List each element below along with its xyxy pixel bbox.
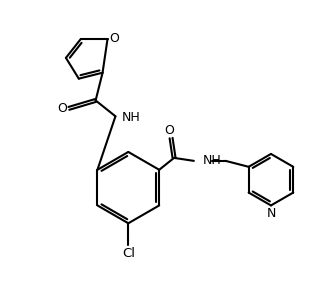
Text: O: O (57, 102, 67, 115)
Text: NH: NH (203, 154, 222, 167)
Text: NH: NH (122, 111, 140, 124)
Text: O: O (164, 124, 174, 137)
Text: Cl: Cl (122, 248, 135, 260)
Text: O: O (110, 31, 119, 44)
Text: N: N (266, 207, 276, 220)
